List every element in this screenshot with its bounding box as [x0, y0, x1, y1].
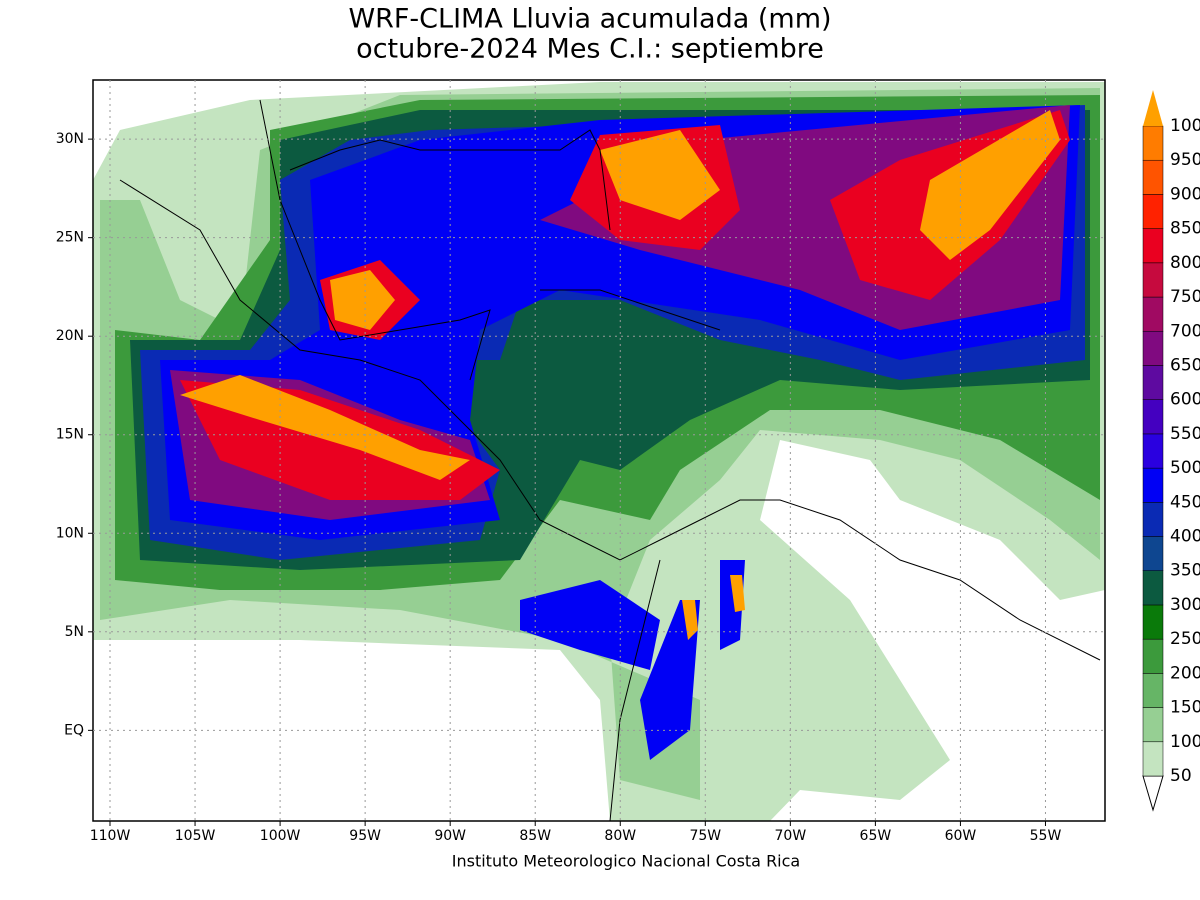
colorbar-label: 50 [1170, 766, 1192, 786]
x-tick-label: 110W [90, 828, 131, 844]
colorbar-label: 450 [1170, 492, 1200, 512]
coastline [259, 99, 491, 381]
coastline [119, 179, 1101, 661]
map-frame [92, 79, 1106, 822]
colorbar-box [1142, 399, 1164, 435]
colorbar-box [1142, 296, 1164, 332]
colorbar-box [1142, 365, 1164, 400]
colorbar-box [1142, 467, 1164, 503]
colorbar-label: 950 [1170, 150, 1200, 170]
coastline [289, 129, 611, 231]
y-tick-label: 15N [56, 427, 84, 443]
colorbar-label: 300 [1170, 595, 1200, 615]
field-andes [682, 575, 745, 640]
colorbar-box [1142, 159, 1164, 195]
colorbar-label: 350 [1170, 561, 1200, 581]
colorbar-box [1142, 433, 1164, 469]
y-tick-label: EQ [64, 722, 84, 738]
y-tick-label: 20N [56, 328, 84, 344]
colorbar-box [1142, 741, 1164, 777]
colorbar-label: 900 [1170, 184, 1200, 204]
x-tick-label: 85W [519, 828, 551, 844]
x-tick-label: 80W [604, 828, 636, 844]
colorbar-box [1142, 331, 1164, 366]
coastlines [119, 99, 1101, 822]
footer: Instituto Meteorologico Nacional Costa R… [452, 852, 800, 871]
colorbar-box [1142, 673, 1164, 708]
colorbar-label: 600 [1170, 390, 1200, 410]
colorbar-box [1142, 604, 1164, 640]
precip-field [93, 82, 1105, 821]
colorbar-label: 150 [1170, 698, 1200, 718]
y-tick-label: 25N [56, 230, 84, 246]
colorbar-label: 500 [1170, 458, 1200, 478]
x-tick-label: 105W [175, 828, 216, 844]
colorbar-box [1142, 228, 1164, 264]
colorbar-box [1142, 262, 1164, 298]
colorbar-label: 100 [1170, 732, 1200, 752]
colorbar-label: 800 [1170, 253, 1200, 273]
subtitle: octubre-2024 Mes C.I.: septiembre [356, 34, 824, 65]
colorbar-box [1142, 125, 1164, 161]
x-tick-label: 95W [349, 828, 381, 844]
colorbar-label: 550 [1170, 424, 1200, 444]
colorbar-label: 250 [1170, 629, 1200, 649]
x-tick-label: 75W [689, 828, 721, 844]
y-tick-label: 30N [56, 131, 84, 147]
colorbar-label: 1000 [1170, 116, 1200, 136]
x-tick-label: 100W [260, 828, 301, 844]
colorbar-label: 400 [1170, 527, 1200, 547]
coastline [609, 559, 661, 822]
x-tick-label: 55W [1030, 828, 1062, 844]
colorbar-label: 850 [1170, 219, 1200, 239]
colorbar-label: 200 [1170, 663, 1200, 683]
colorbar-under [1142, 775, 1164, 812]
colorbar-box [1142, 638, 1164, 674]
colorbar-box [1142, 707, 1164, 743]
y-tick-label: 10N [56, 525, 84, 541]
colorbar-over [1143, 90, 1163, 126]
title: WRF-CLIMA Lluvia acumulada (mm) [348, 4, 831, 35]
colorbar-box [1142, 536, 1164, 571]
colorbar-box [1142, 502, 1164, 537]
x-tick-label: 70W [775, 828, 807, 844]
colorbar-label: 750 [1170, 287, 1200, 307]
x-tick-label: 65W [860, 828, 892, 844]
coastline [540, 289, 721, 331]
colorbar-label: 700 [1170, 321, 1200, 341]
colorbar-box [1142, 570, 1164, 606]
colorbar-box [1142, 194, 1164, 229]
colorbar-label: 650 [1170, 355, 1200, 375]
x-tick-label: 60W [945, 828, 977, 844]
x-tick-label: 90W [434, 828, 466, 844]
y-tick-label: 5N [65, 624, 84, 640]
field-800 [180, 110, 1070, 500]
